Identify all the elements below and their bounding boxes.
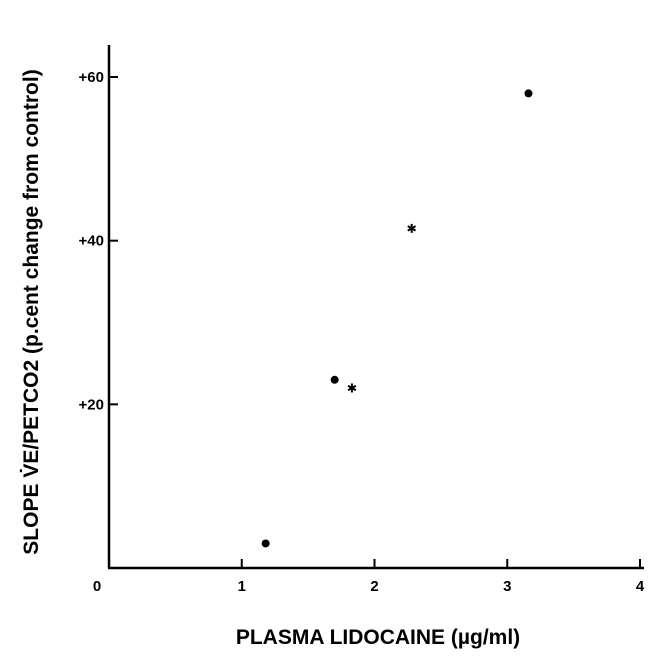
y-tick-label: +40 [79,233,104,250]
y-tick-label: +60 [79,69,104,86]
data-point-dot [524,89,533,98]
x-tick-label: 1 [238,578,246,595]
x-tick-label: 3 [503,578,511,595]
x-axis-title: PLASMA LIDOCAINE (µg/ml) [236,626,520,649]
data-point-star [347,383,357,393]
data-point-dot [330,375,339,384]
y-tick-label: +20 [79,396,104,413]
x-tick-label: 0 [93,578,101,595]
chart-points [261,89,533,548]
data-point-dot [261,539,270,548]
x-tick-label: 2 [370,578,378,595]
y-axis-title: SLOPE V̇E/PETCO2 (p.cent change from con… [19,69,43,554]
x-tick-label: 4 [636,578,645,595]
chart-ticks: 0 1 2 3 4 +20 +40 +60 [79,69,645,595]
chart-axes [107,45,644,570]
data-point-star [407,223,417,233]
